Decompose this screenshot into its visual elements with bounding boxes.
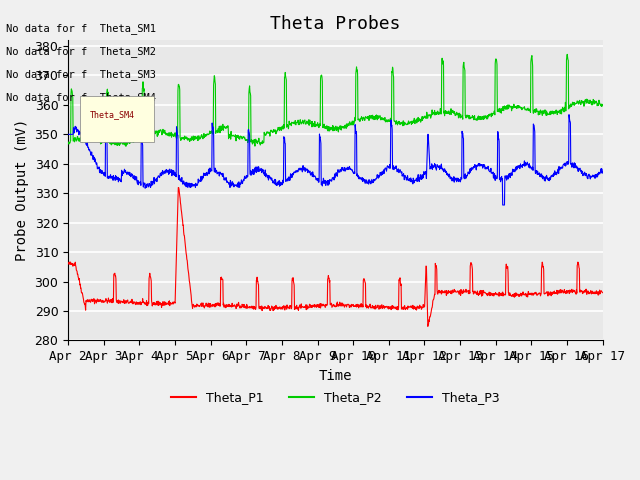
Text: Theta_SM4: Theta_SM4 (90, 110, 134, 120)
Text: No data for f  Theta_SM4: No data for f Theta_SM4 (6, 92, 156, 103)
Text: No data for f  Theta_SM1: No data for f Theta_SM1 (6, 23, 156, 34)
Text: No data for f  Theta_SM3: No data for f Theta_SM3 (6, 69, 156, 80)
Y-axis label: Probe Output (mV): Probe Output (mV) (15, 119, 29, 262)
Legend: Theta_P1, Theta_P2, Theta_P3: Theta_P1, Theta_P2, Theta_P3 (166, 386, 504, 409)
X-axis label: Time: Time (319, 369, 352, 383)
Text: No data for f  Theta_SM2: No data for f Theta_SM2 (6, 46, 156, 57)
Title: Theta Probes: Theta Probes (270, 15, 401, 33)
